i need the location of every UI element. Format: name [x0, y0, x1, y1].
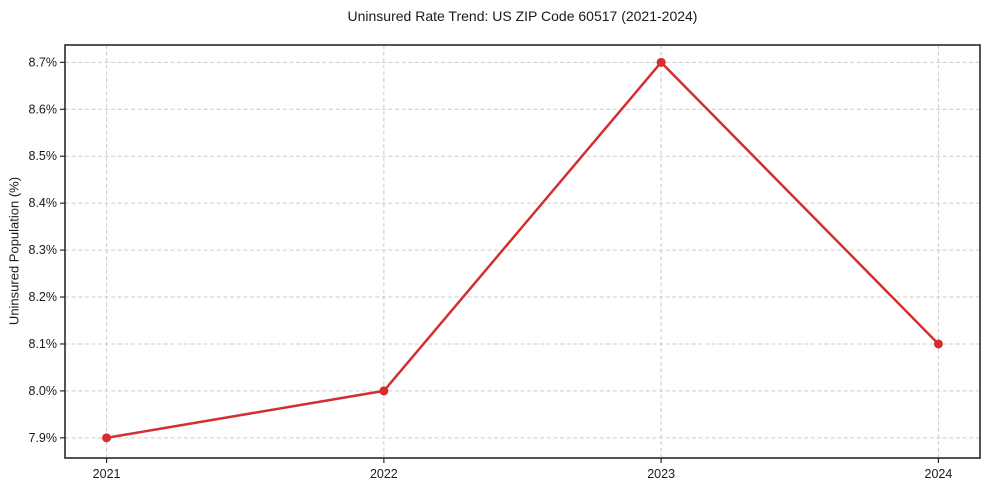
- x-tick-label: 2021: [93, 467, 121, 481]
- y-tick-label: 8.7%: [29, 55, 58, 69]
- x-tick-label: 2023: [647, 467, 675, 481]
- trend-line: [105, 61, 940, 440]
- x-tick-label: 2024: [925, 467, 953, 481]
- y-tick-label: 8.0%: [29, 384, 58, 398]
- y-tick-label: 8.2%: [29, 290, 58, 304]
- plot-frame: [64, 44, 981, 459]
- y-tick-label: 8.5%: [29, 149, 58, 163]
- y-tick-label: 8.1%: [29, 337, 58, 351]
- y-tick-label: 8.3%: [29, 243, 58, 257]
- data-point: [933, 339, 943, 349]
- y-tick-label: 8.4%: [29, 196, 58, 210]
- data-point: [102, 433, 112, 443]
- x-tick-label: 2022: [370, 467, 398, 481]
- y-tick-label: 7.9%: [29, 431, 58, 445]
- data-point: [379, 386, 389, 396]
- y-tick-label: 8.6%: [29, 102, 58, 116]
- chart-title: Uninsured Rate Trend: US ZIP Code 60517 …: [347, 8, 698, 24]
- data-point: [656, 57, 666, 67]
